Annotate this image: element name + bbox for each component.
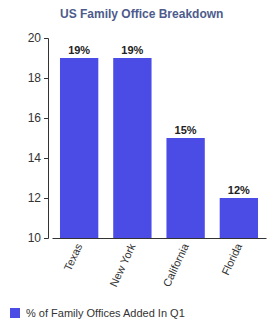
data-label: 12% bbox=[228, 184, 250, 196]
y-tick-mark bbox=[44, 118, 48, 119]
y-tick-label: 16 bbox=[28, 111, 42, 125]
data-label: 19% bbox=[68, 44, 90, 56]
bar bbox=[60, 58, 98, 238]
y-tick-label: 14 bbox=[28, 151, 42, 165]
y-tick: 18 bbox=[28, 71, 48, 85]
x-tick-label: Texas bbox=[61, 241, 84, 273]
y-axis-line bbox=[44, 39, 49, 239]
y-tick-label: 10 bbox=[28, 231, 42, 245]
x-tick: New York bbox=[107, 238, 138, 289]
chart-title: US Family Office Breakdown bbox=[60, 7, 223, 21]
bar bbox=[113, 58, 151, 238]
y-tick-mark bbox=[44, 198, 48, 199]
y-tick-label: 18 bbox=[28, 71, 42, 85]
data-label: 19% bbox=[121, 44, 143, 56]
y-tick-mark bbox=[44, 38, 48, 39]
legend-label: % of Family Offices Added In Q1 bbox=[26, 307, 185, 319]
x-tick-label: New York bbox=[107, 241, 138, 289]
y-tick: 10 bbox=[28, 231, 48, 245]
y-tick: 16 bbox=[28, 111, 48, 125]
bar bbox=[220, 198, 258, 238]
x-tick: Texas bbox=[61, 238, 84, 273]
x-tick-label: Florida bbox=[219, 241, 244, 277]
x-tick-label: California bbox=[160, 241, 191, 289]
x-axis: Texas New York California Florida bbox=[53, 238, 267, 289]
x-tick: California bbox=[160, 238, 191, 289]
data-label: 15% bbox=[175, 124, 197, 136]
y-tick-mark bbox=[44, 158, 48, 159]
legend-swatch bbox=[10, 308, 20, 318]
legend: % of Family Offices Added In Q1 bbox=[10, 307, 185, 319]
bars bbox=[60, 58, 258, 238]
y-axis: 10 12 14 16 18 20 bbox=[28, 31, 49, 245]
data-labels: 19% 19% 15% 12% bbox=[68, 44, 250, 196]
y-tick-label: 20 bbox=[28, 31, 42, 45]
y-tick: 20 bbox=[28, 31, 48, 45]
y-tick: 14 bbox=[28, 151, 48, 165]
y-tick-mark bbox=[44, 78, 48, 79]
y-tick-label: 12 bbox=[28, 191, 42, 205]
chart-svg: US Family Office Breakdown 10 12 14 16 18 20 Te… bbox=[0, 0, 280, 333]
plot-area: 10 12 14 16 18 20 Texas New York California Flori… bbox=[28, 31, 267, 288]
y-tick: 12 bbox=[28, 191, 48, 205]
bar bbox=[166, 138, 204, 238]
x-tick: Florida bbox=[219, 238, 244, 277]
x-axis-line bbox=[53, 238, 267, 239]
y-tick-mark bbox=[44, 238, 48, 239]
